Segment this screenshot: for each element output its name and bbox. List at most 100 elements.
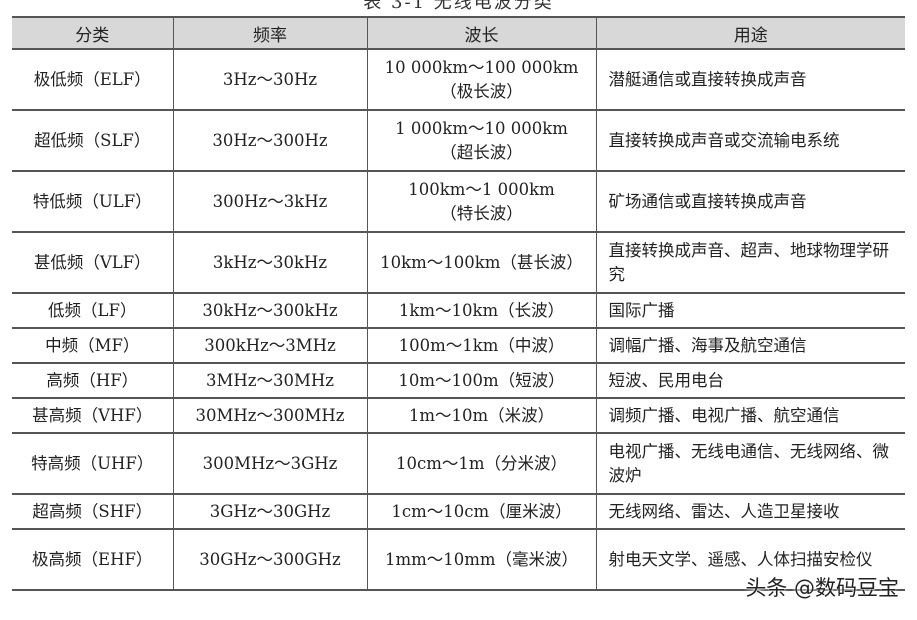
cell-usage: 短波、民用电台 <box>595 362 905 399</box>
table-row: 甚高频（VHF） 30MHz～300MHz 1m～10m（米波） 调频广播、电视广播、… <box>12 397 905 434</box>
category-text: 中频（MF） <box>45 335 140 355</box>
table-row: 高频（HF） 3MHz～30MHz 10m～100m（短波） 短波、民用电台 <box>12 362 905 399</box>
table-row: 特低频（ULF） 300Hz～3kHz 100km～1 000km （特长波） 矿场通信… <box>12 170 905 233</box>
cell-wavelength: 10 000km～100 000km （极长波） <box>366 48 597 111</box>
usage-text: 调幅广播、海事及航空通信 <box>608 335 807 355</box>
category-text: 低频（LF） <box>48 300 137 320</box>
frequency-text: 30kHz～300kHz <box>202 300 338 320</box>
frequency-text: 3GHz～30GHz <box>209 501 331 521</box>
watermark: 头条 @数码豆宝 <box>745 576 899 600</box>
usage-text: 调频广播、电视广播、航空通信 <box>608 405 840 425</box>
cell-usage: 潜艇通信或直接转换成声音 <box>595 48 905 111</box>
frequency-text: 30Hz～300Hz <box>212 130 328 150</box>
table-row: 低频（LF） 30kHz～300kHz 1km～10km（长波） 国际广播 <box>12 292 905 329</box>
wavelength-text: 1km～10km（长波） <box>398 300 565 320</box>
wavelength-text: 10m～100m（短波） <box>398 370 565 390</box>
cell-frequency: 3MHz～30MHz <box>172 362 368 399</box>
table-row: 甚低频（VLF） 3kHz～30kHz 10km～100km（甚长波） 直接转换成声音… <box>12 231 905 294</box>
cell-usage: 射电天文学、遥感、人体扫描安检仪 <box>595 528 905 591</box>
wavelength-text: 1mm～10mm（毫米波） <box>384 549 579 569</box>
cell-usage: 电视广播、无线电通信、无线网络、微波炉 <box>595 432 905 495</box>
category-text: 超高频（SHF） <box>32 501 153 521</box>
table-row: 超低频（SLF） 30Hz～300Hz 1 000km～10 000km （超长波） 直… <box>12 109 905 172</box>
table-row: 超高频（SHF） 3GHz～30GHz 1cm～10cm（厘米波） 无线网络、雷达、人… <box>12 493 905 530</box>
cell-category: 极高频（EHF） <box>12 528 174 591</box>
cell-frequency: 300Hz～3kHz <box>172 170 368 233</box>
category-text: 特高频（UHF） <box>31 453 154 473</box>
wavelength-text: 10cm～1m（分米波） <box>395 453 568 473</box>
frequency-text: 3Hz～30Hz <box>222 69 318 89</box>
table-row: 中频（MF） 300kHz～3MHz 100m～1km（中波） 调幅广播、海事及航空通… <box>12 327 905 364</box>
table-caption: 表 3-1 无线电波分类 <box>363 0 554 13</box>
cell-frequency: 30kHz～300kHz <box>172 292 368 329</box>
cell-usage: 直接转换成声音、超声、地球物理学研究 <box>595 231 905 294</box>
category-text: 甚高频（VHF） <box>32 405 153 425</box>
header-wavelength: 波长 <box>366 16 597 50</box>
wavelength-text: 10km～100km（甚长波） <box>380 252 583 272</box>
cell-wavelength: 1mm～10mm（毫米波） <box>366 528 597 591</box>
cell-category: 甚低频（VLF） <box>12 231 174 294</box>
cell-usage: 调频广播、电视广播、航空通信 <box>595 397 905 434</box>
cell-wavelength: 1cm～10cm（厘米波） <box>366 493 597 530</box>
wavelength-text: 1 000km～10 000km <box>395 118 568 138</box>
cell-category: 极低频（ELF） <box>12 48 174 111</box>
cell-category: 高频（HF） <box>12 362 174 399</box>
cell-wavelength: 100km～1 000km （特长波） <box>366 170 597 233</box>
usage-text: 直接转换成声音或交流输电系统 <box>608 130 840 150</box>
cell-category: 超低频（SLF） <box>12 109 174 172</box>
cell-usage: 国际广播 <box>595 292 905 329</box>
cell-category: 甚高频（VHF） <box>12 397 174 434</box>
frequency-text: 3MHz～30MHz <box>206 370 334 390</box>
usage-text: 国际广播 <box>608 300 675 320</box>
wavelength-name: （特长波） <box>440 203 523 223</box>
category-text: 极低频（ELF） <box>33 69 151 89</box>
frequency-text: 30MHz～300MHz <box>195 405 345 425</box>
table-row: 特高频（UHF） 300MHz～3GHz 10cm～1m（分米波） 电视广播、无线电通… <box>12 432 905 495</box>
cell-frequency: 30Hz～300Hz <box>172 109 368 172</box>
wavelength-text: 100km～1 000km <box>408 179 555 199</box>
cell-wavelength: 10km～100km（甚长波） <box>366 231 597 294</box>
cell-wavelength: 1m～10m（米波） <box>366 397 597 434</box>
usage-text: 短波、民用电台 <box>608 370 725 390</box>
wavelength-text: 100m～1km（中波） <box>398 335 565 355</box>
cell-category: 特高频（UHF） <box>12 432 174 495</box>
header-usage: 用途 <box>595 16 905 50</box>
usage-text: 矿场通信或直接转换成声音 <box>608 191 807 211</box>
cell-category: 特低频（ULF） <box>12 170 174 233</box>
usage-text: 射电天文学、遥感、人体扫描安检仪 <box>608 549 873 569</box>
category-text: 特低频（ULF） <box>32 191 152 211</box>
header-frequency: 频率 <box>172 16 368 50</box>
category-text: 高频（HF） <box>46 370 139 390</box>
usage-text: 直接转换成声音、超声、地球物理学研究 <box>608 240 890 284</box>
cell-usage: 直接转换成声音或交流输电系统 <box>595 109 905 172</box>
cell-frequency: 300kHz～3MHz <box>172 327 368 364</box>
header-row: 分类 频率 波长 用途 <box>12 16 905 50</box>
wavelength-text: 10 000km～100 000km <box>384 57 579 77</box>
cell-usage: 无线网络、雷达、人造卫星接收 <box>595 493 905 530</box>
cell-frequency: 30GHz～300GHz <box>172 528 368 591</box>
cell-wavelength: 10cm～1m（分米波） <box>366 432 597 495</box>
usage-text: 电视广播、无线电通信、无线网络、微波炉 <box>608 441 890 485</box>
category-text: 极高频（EHF） <box>32 549 153 569</box>
cell-frequency: 3GHz～30GHz <box>172 493 368 530</box>
usage-text: 潜艇通信或直接转换成声音 <box>608 69 807 89</box>
frequency-text: 30GHz～300GHz <box>199 549 341 569</box>
cell-wavelength: 1km～10km（长波） <box>366 292 597 329</box>
cell-wavelength: 1 000km～10 000km （超长波） <box>366 109 597 172</box>
wavelength-name: （极长波） <box>440 81 523 101</box>
category-text: 甚低频（VLF） <box>33 252 151 272</box>
wavelength-name: （超长波） <box>440 142 523 162</box>
cell-wavelength: 10m～100m（短波） <box>366 362 597 399</box>
radio-wave-table: 分类 频率 波长 用途 极低频（ELF） 3Hz～30Hz 10 000km～100… <box>12 16 905 591</box>
cell-usage: 调幅广播、海事及航空通信 <box>595 327 905 364</box>
table-row: 极高频（EHF） 30GHz～300GHz 1mm～10mm（毫米波） 射电天文学、遥… <box>12 528 905 591</box>
category-text: 超低频（SLF） <box>34 130 151 150</box>
cell-frequency: 3kHz～30kHz <box>172 231 368 294</box>
cell-frequency: 30MHz～300MHz <box>172 397 368 434</box>
usage-text: 无线网络、雷达、人造卫星接收 <box>608 501 840 521</box>
header-category: 分类 <box>12 16 174 50</box>
frequency-text: 300MHz～3GHz <box>202 453 338 473</box>
cell-category: 超高频（SHF） <box>12 493 174 530</box>
cell-usage: 矿场通信或直接转换成声音 <box>595 170 905 233</box>
frequency-text: 300Hz～3kHz <box>212 191 328 211</box>
